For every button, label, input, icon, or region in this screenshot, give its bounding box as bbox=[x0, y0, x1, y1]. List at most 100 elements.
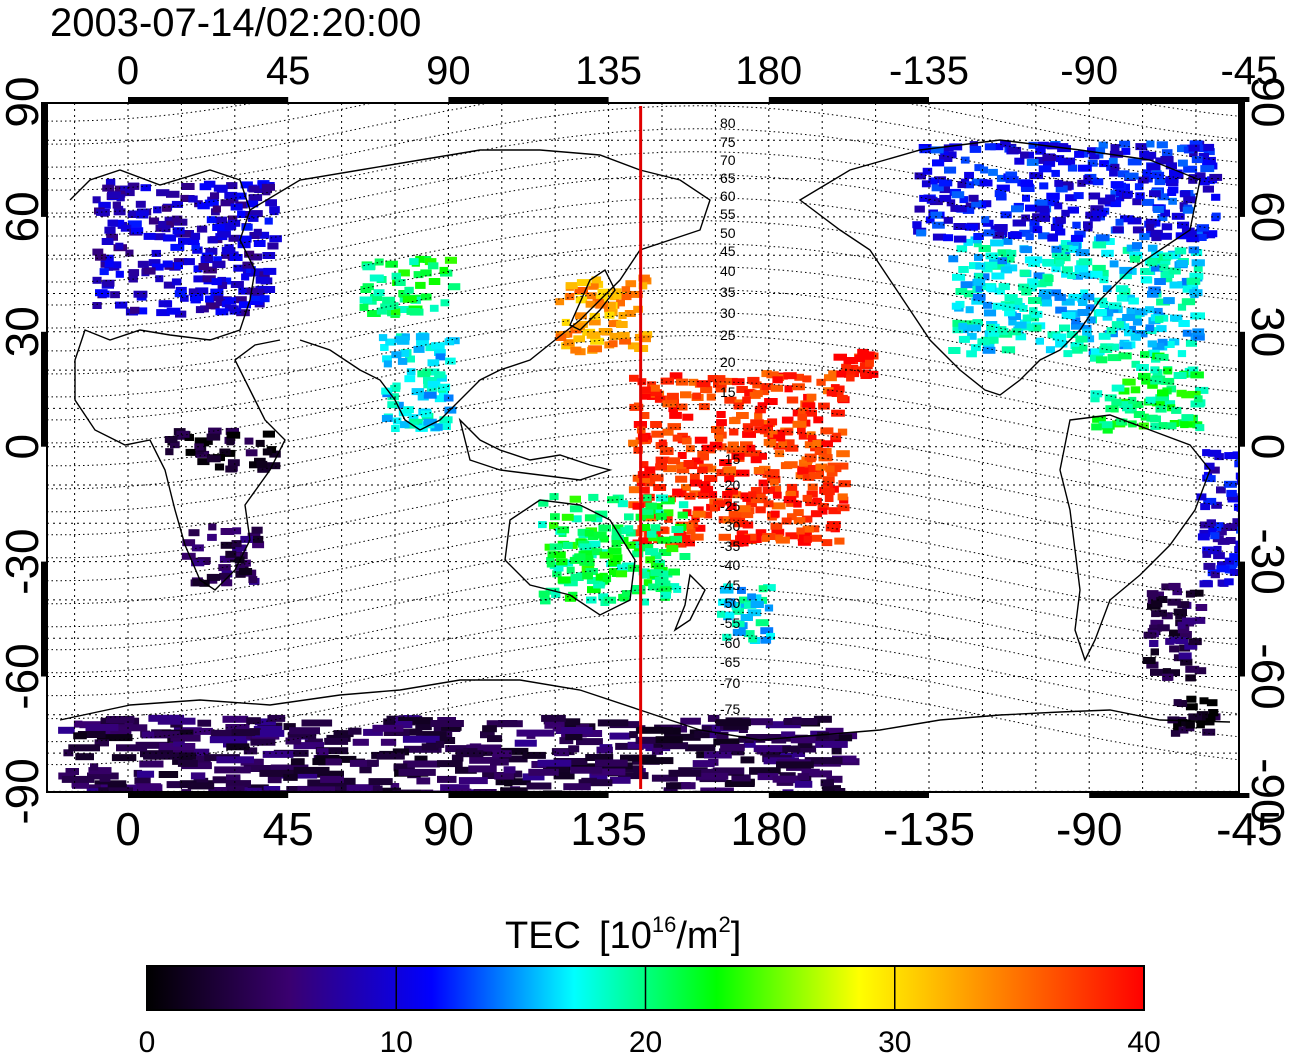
tec-pixel bbox=[1194, 234, 1207, 241]
tec-pixel bbox=[975, 262, 986, 270]
tec-pixel bbox=[1160, 271, 1174, 278]
tec-pixel bbox=[269, 235, 282, 243]
tec-pixel bbox=[919, 194, 931, 202]
tec-pixel bbox=[1023, 284, 1037, 292]
tec-pixel bbox=[265, 199, 277, 207]
tec-pixel bbox=[1090, 205, 1104, 213]
tec-pixel bbox=[1111, 398, 1122, 406]
lon-label-top: 45 bbox=[266, 49, 311, 93]
tec-pixel bbox=[795, 472, 805, 480]
lon-label-top: 0 bbox=[117, 49, 139, 93]
tec-pixel bbox=[1185, 721, 1195, 729]
tec-pixel bbox=[784, 461, 798, 469]
tec-pixel bbox=[1252, 460, 1264, 467]
tec-pixel bbox=[990, 143, 1004, 151]
tec-pixel bbox=[822, 785, 841, 792]
contour-line bbox=[47, 587, 1239, 674]
tec-pixel bbox=[1115, 189, 1124, 197]
tec-pixel bbox=[1038, 232, 1050, 240]
tec-pixel bbox=[1188, 144, 1200, 152]
tec-pixel bbox=[684, 492, 696, 500]
tec-pixel bbox=[1211, 501, 1222, 509]
tec-pixel bbox=[969, 262, 981, 270]
tec-pixel bbox=[120, 185, 131, 193]
tec-pixel bbox=[233, 552, 248, 559]
tec-pixel bbox=[640, 511, 655, 519]
tec-pixel bbox=[652, 474, 664, 482]
edge-tick-bar bbox=[768, 97, 929, 102]
tec-pixel bbox=[763, 500, 774, 508]
tec-pixel bbox=[970, 344, 981, 352]
tec-pixel bbox=[188, 529, 200, 537]
tec-pixel bbox=[1068, 293, 1081, 301]
tec-pixel bbox=[193, 265, 203, 273]
tec-pixel bbox=[189, 232, 201, 240]
tec-pixel bbox=[374, 258, 384, 266]
tec-pixel bbox=[1001, 255, 1015, 263]
tec-pixel bbox=[656, 580, 671, 588]
tec-pixel bbox=[1042, 299, 1052, 307]
tec-pixel bbox=[404, 421, 418, 429]
tec-pixel bbox=[367, 310, 381, 317]
tec-pixel bbox=[182, 539, 196, 547]
tec-pixel bbox=[608, 320, 619, 328]
tec-pixel bbox=[241, 223, 253, 231]
contour-line bbox=[47, 519, 1239, 605]
tec-pixel bbox=[1206, 699, 1218, 707]
tec-pixel bbox=[775, 536, 790, 544]
contour-label: 35 bbox=[720, 284, 736, 300]
tec-pixel bbox=[1225, 537, 1236, 544]
tec-pixel bbox=[944, 166, 957, 174]
coastline-asia bbox=[249, 149, 711, 431]
contour-line bbox=[47, 427, 1239, 513]
tec-pixel bbox=[793, 750, 806, 757]
tec-pixel bbox=[441, 723, 462, 731]
tec-pixel bbox=[253, 228, 262, 236]
tec-pixel bbox=[1092, 415, 1106, 423]
tec-pixel bbox=[1070, 234, 1084, 242]
tec-pixel bbox=[95, 253, 107, 261]
tec-pixel bbox=[398, 290, 410, 298]
tec-pixel bbox=[1132, 198, 1142, 206]
tec-pixel bbox=[297, 785, 335, 792]
tec-pixel bbox=[957, 181, 967, 189]
tec-pixel bbox=[1169, 636, 1181, 644]
tec-pixel bbox=[704, 511, 713, 519]
tec-pixel bbox=[797, 773, 810, 781]
tec-pixel bbox=[1251, 462, 1265, 469]
tec-pixel bbox=[1011, 328, 1022, 336]
tec-pixel bbox=[1157, 389, 1169, 397]
tec-pixel bbox=[411, 388, 425, 396]
tec-pixel bbox=[1246, 489, 1258, 496]
tec-pixel bbox=[1140, 276, 1152, 284]
tec-pixel bbox=[980, 273, 990, 281]
tec-pixel bbox=[1034, 156, 1045, 164]
tec-pixel bbox=[1276, 465, 1289, 472]
coastline-layer bbox=[59, 139, 1231, 741]
tec-pixel bbox=[1029, 307, 1038, 315]
tec-pixel bbox=[963, 290, 974, 298]
tec-pixel bbox=[1055, 216, 1066, 224]
tec-pixel bbox=[1175, 637, 1189, 645]
tec-pixel bbox=[967, 324, 982, 332]
tec-pixel bbox=[1020, 151, 1029, 159]
tec-pixel bbox=[1106, 327, 1116, 335]
tec-pixel bbox=[1160, 232, 1172, 240]
tec-pixel bbox=[826, 469, 838, 477]
tec-pixel bbox=[607, 547, 622, 555]
tec-pixel bbox=[1250, 506, 1258, 513]
tec-pixel bbox=[1109, 260, 1119, 268]
tec-pixel bbox=[233, 296, 247, 304]
tec-pixel bbox=[427, 359, 440, 367]
tec-pixel bbox=[669, 535, 683, 543]
tec-pixel bbox=[106, 716, 135, 723]
tec-pixel bbox=[608, 340, 618, 348]
edge-tick-bar bbox=[1089, 793, 1250, 798]
tec-pixel bbox=[1157, 624, 1170, 632]
tec-pixel bbox=[837, 504, 850, 512]
tec-pixel bbox=[1202, 143, 1215, 151]
tec-pixel bbox=[125, 249, 134, 257]
contour-label: -65 bbox=[720, 654, 740, 670]
tec-pixel bbox=[225, 550, 237, 558]
tec-pixel bbox=[1177, 626, 1190, 634]
